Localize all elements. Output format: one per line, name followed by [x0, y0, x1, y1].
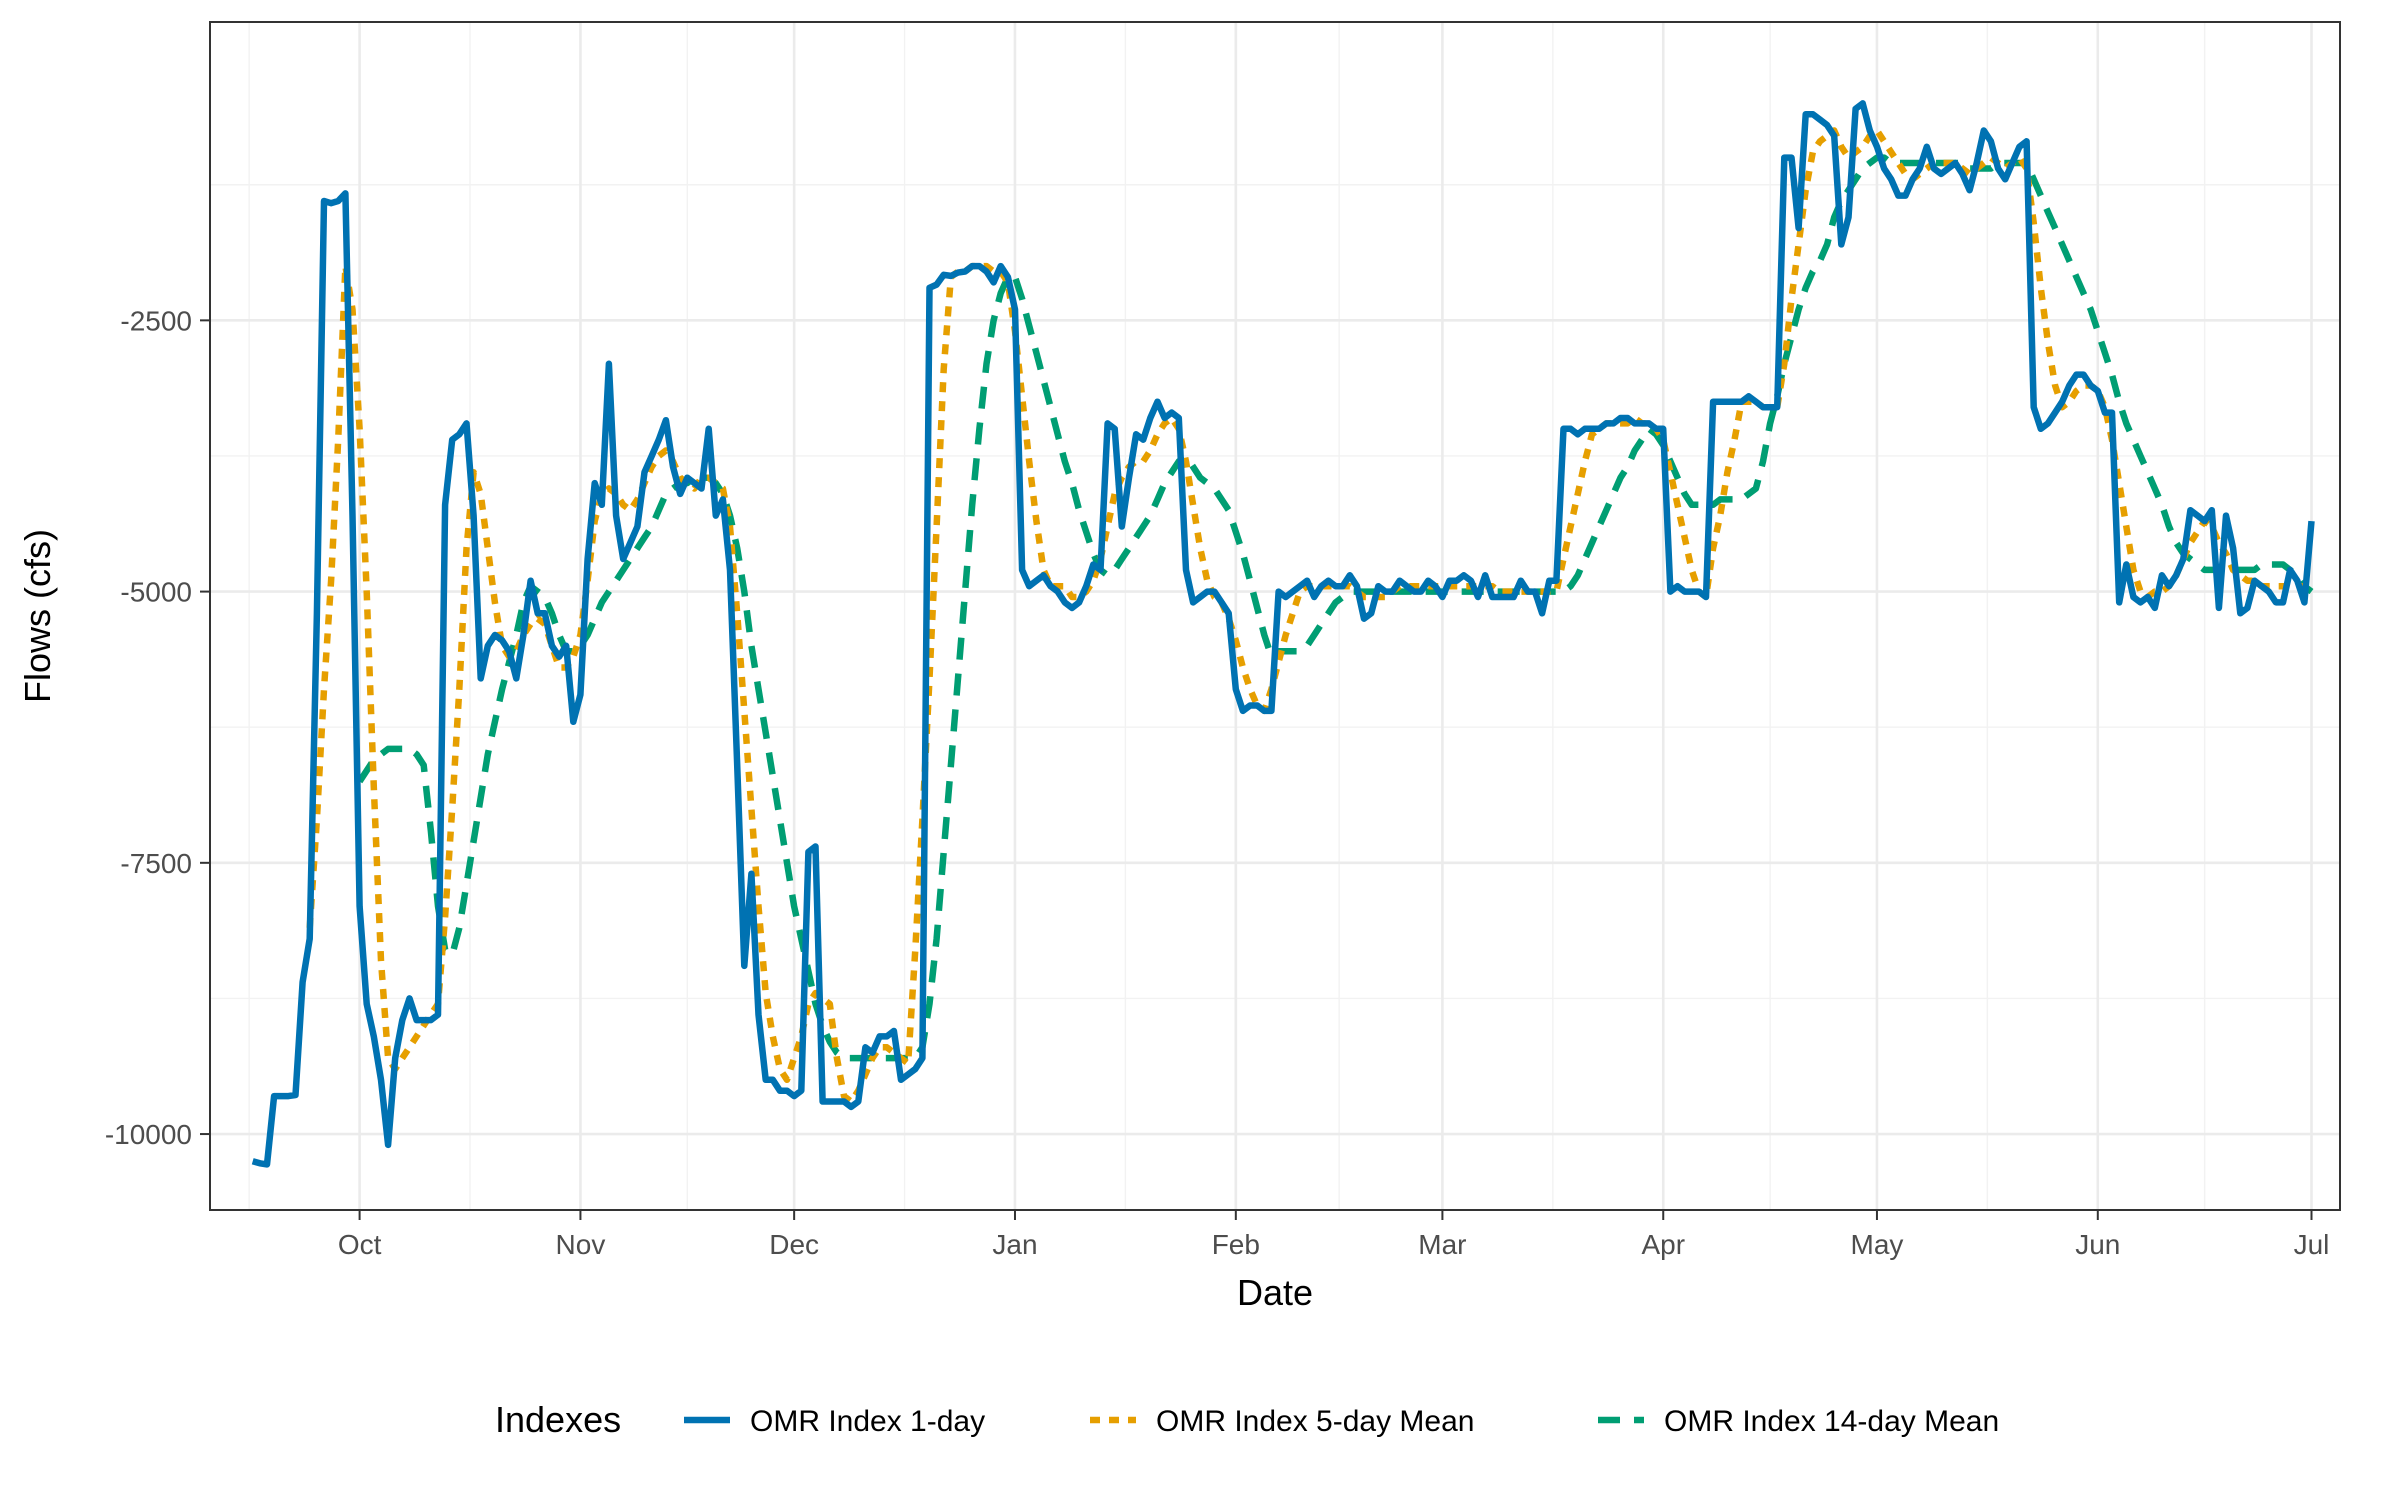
- y-tick-label: -2500: [120, 305, 192, 336]
- legend-label-0: OMR Index 1-day: [750, 1405, 985, 1438]
- x-tick-label: Apr: [1641, 1229, 1685, 1260]
- y-axis: -2500 -5000 -7500 -10000: [105, 305, 210, 1150]
- x-tick-label: Mar: [1418, 1229, 1466, 1260]
- major-gridlines: [210, 22, 2340, 1210]
- x-axis: Oct Nov Dec Jan Feb Mar Apr May Jun Jul: [338, 1210, 2330, 1260]
- legend: Indexes OMR Index 1-day OMR Index 5-day M…: [495, 1399, 1999, 1440]
- series-line-0: [251, 100, 2315, 1168]
- x-tick-label: May: [1851, 1229, 1904, 1260]
- x-tick-label: Oct: [338, 1229, 382, 1260]
- x-tick-label: Jun: [2075, 1229, 2120, 1260]
- legend-label-2: OMR Index 14-day Mean: [1664, 1405, 1999, 1438]
- y-tick-label: -5000: [120, 577, 192, 608]
- x-tick-label: Dec: [769, 1229, 819, 1260]
- y-axis-title: Flows (cfs): [17, 529, 58, 703]
- x-tick-label: Jul: [2294, 1229, 2330, 1260]
- y-tick-label: -10000: [105, 1119, 192, 1150]
- x-axis-title: Date: [1237, 1272, 1313, 1313]
- legend-title: Indexes: [495, 1399, 621, 1440]
- x-tick-label: Nov: [556, 1229, 606, 1260]
- legend-label-1: OMR Index 5-day Mean: [1156, 1405, 1474, 1438]
- x-tick-label: Jan: [992, 1229, 1037, 1260]
- minor-gridlines: [210, 22, 2340, 1210]
- x-tick-label: Feb: [1212, 1229, 1260, 1260]
- y-tick-label: -7500: [120, 848, 192, 879]
- plot-border: [209, 21, 2341, 1211]
- series-layer: [251, 100, 2315, 1168]
